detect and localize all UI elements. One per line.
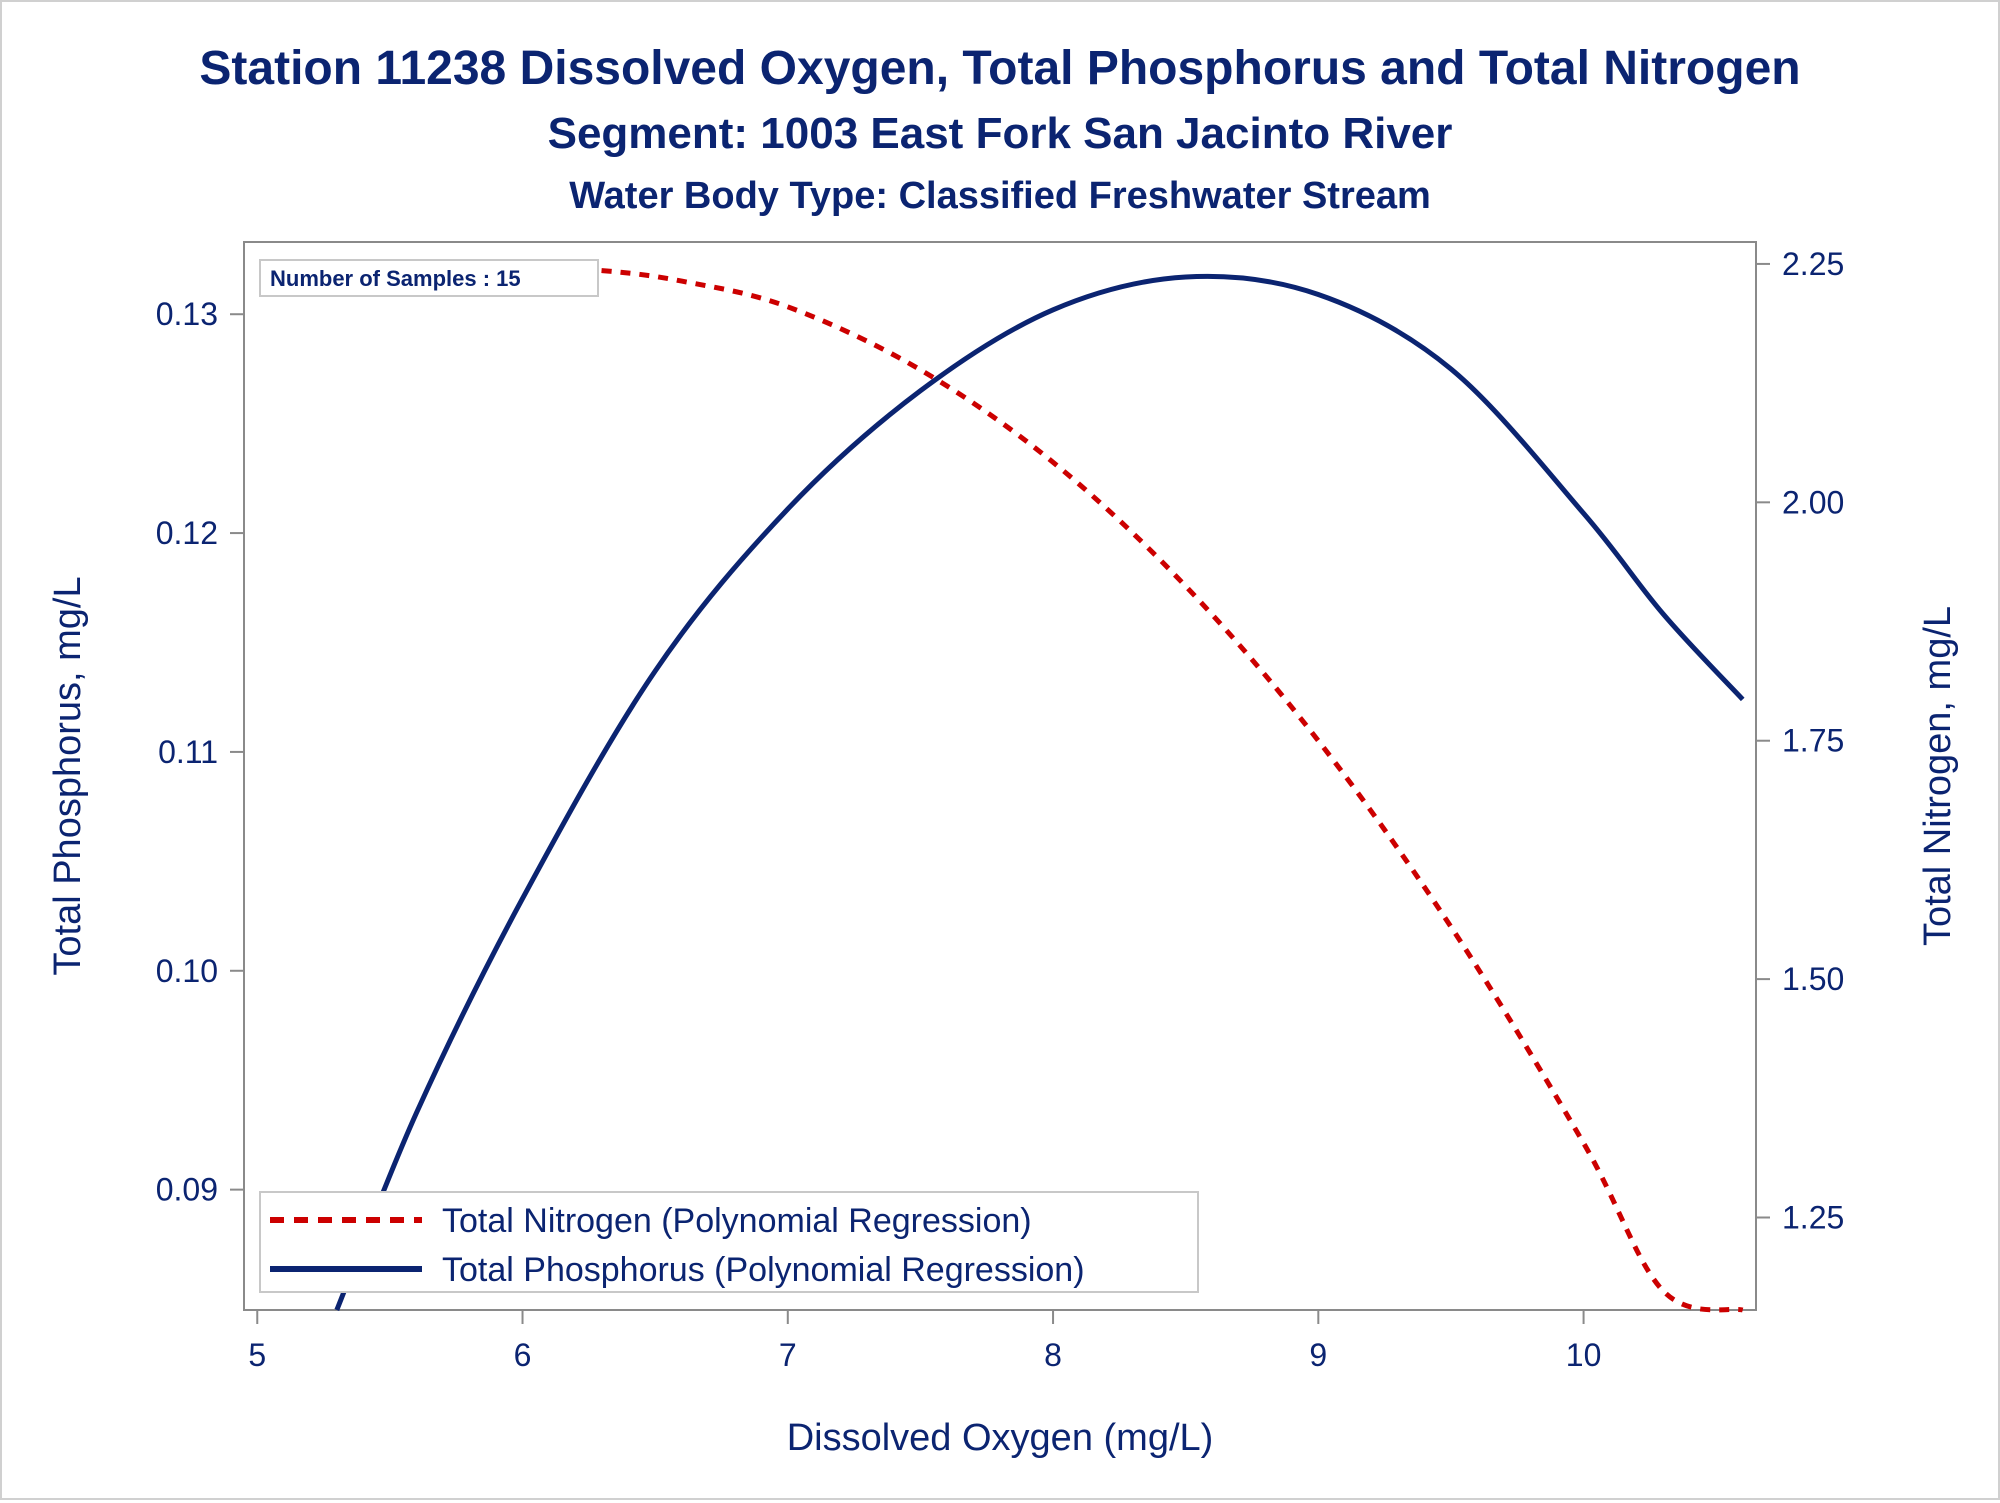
y2-tick-label: 2.25 [1782, 246, 1844, 282]
y-tick-label: 0.09 [156, 1172, 218, 1208]
x-tick-label: 8 [1044, 1337, 1062, 1373]
x-axis: 5 6 7 8 9 10 [248, 1310, 1601, 1373]
series-line-nitrogen [336, 265, 1744, 1313]
x-tick-label: 6 [514, 1337, 532, 1373]
y2-tick-label: 1.25 [1782, 1200, 1844, 1236]
y-axis-left-label: Total Phosphorus, mg/L [47, 576, 89, 975]
y2-tick-label: 2.00 [1782, 484, 1844, 520]
plot-area [243, 241, 1757, 1311]
y2-tick-label: 1.75 [1782, 723, 1844, 759]
legend [259, 1191, 1199, 1293]
y-tick-label: 0.13 [156, 296, 218, 332]
legend-label-phosphorus: Total Phosphorus (Polynomial Regression) [442, 1251, 1085, 1289]
x-tick-label: 5 [248, 1337, 266, 1373]
chart-title: Station 11238 Dissolved Oxygen, Total Ph… [199, 42, 1800, 95]
y-tick-label: 0.11 [158, 734, 218, 770]
series-group [334, 265, 1745, 1313]
y-axis-right-label: Total Nitrogen, mg/L [1917, 606, 1959, 946]
x-tick-label: 9 [1309, 1337, 1327, 1373]
chart-subtitle-2: Water Body Type: Classified Freshwater S… [569, 175, 1431, 217]
y2-tick-label: 1.50 [1782, 961, 1844, 997]
x-tick-label: 10 [1566, 1337, 1602, 1373]
sample-count-box [259, 259, 599, 297]
legend-label-nitrogen: Total Nitrogen (Polynomial Regression) [442, 1202, 1032, 1240]
y-axis-right: 1.25 1.50 1.75 2.00 2.25 [1756, 246, 1844, 1236]
series-line-phosphorus [334, 273, 1745, 1311]
y-tick-label: 0.10 [156, 953, 218, 989]
x-axis-label: Dissolved Oxygen (mg/L) [787, 1417, 1214, 1459]
y-tick-label: 0.12 [156, 515, 218, 551]
chart-subtitle: Segment: 1003 East Fork San Jacinto Rive… [548, 109, 1453, 158]
x-tick-label: 7 [779, 1337, 797, 1373]
sample-count-label: Number of Samples : 15 [270, 266, 521, 291]
y-axis-left: 0.09 0.10 0.11 0.12 0.13 [156, 296, 244, 1208]
